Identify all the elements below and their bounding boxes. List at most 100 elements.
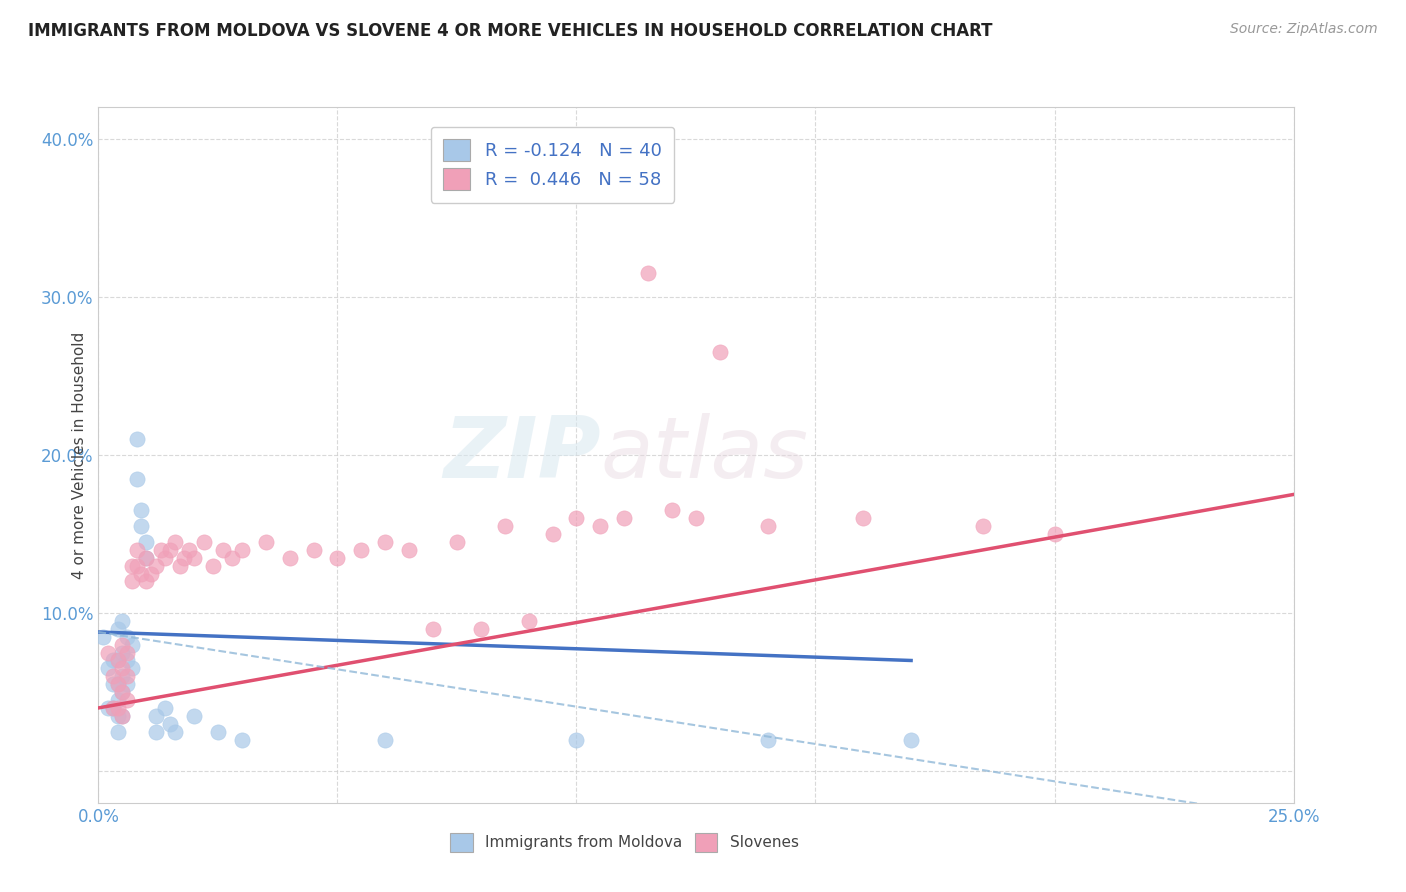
Point xyxy=(111,661,134,675)
Legend: Immigrants from Moldova, Slovenes: Immigrants from Moldova, Slovenes xyxy=(444,827,804,858)
Point xyxy=(135,574,157,589)
Point xyxy=(115,693,138,707)
Point xyxy=(398,542,420,557)
Point xyxy=(350,542,373,557)
Point xyxy=(111,708,134,723)
Point xyxy=(101,677,124,691)
Point xyxy=(107,677,129,691)
Point xyxy=(637,266,659,280)
Point xyxy=(97,646,120,660)
Point xyxy=(163,534,186,549)
Point xyxy=(661,503,683,517)
Point xyxy=(374,732,396,747)
Point xyxy=(149,542,172,557)
Point xyxy=(135,534,157,549)
Point xyxy=(470,622,492,636)
Point xyxy=(115,677,138,691)
Point xyxy=(613,511,636,525)
Point xyxy=(115,653,138,667)
Point xyxy=(107,701,129,715)
Point xyxy=(852,511,875,525)
Point xyxy=(115,630,138,644)
Point xyxy=(211,542,233,557)
Point xyxy=(107,677,129,691)
Point xyxy=(121,661,143,675)
Point xyxy=(589,519,612,533)
Point xyxy=(231,542,253,557)
Point xyxy=(107,653,129,667)
Point xyxy=(254,534,277,549)
Point xyxy=(183,708,205,723)
Point xyxy=(221,550,243,565)
Point xyxy=(131,519,153,533)
Point xyxy=(91,630,114,644)
Point xyxy=(207,724,229,739)
Point xyxy=(231,732,253,747)
Point xyxy=(145,558,167,573)
Point xyxy=(125,472,148,486)
Point xyxy=(131,503,153,517)
Point xyxy=(446,534,468,549)
Point xyxy=(494,519,516,533)
Point xyxy=(756,732,779,747)
Text: ZIP: ZIP xyxy=(443,413,600,497)
Point xyxy=(155,701,177,715)
Point xyxy=(135,550,157,565)
Point xyxy=(125,432,148,446)
Point xyxy=(111,708,134,723)
Point xyxy=(159,542,181,557)
Point xyxy=(326,550,349,565)
Point xyxy=(1043,527,1066,541)
Point xyxy=(111,685,134,699)
Point xyxy=(97,701,120,715)
Point xyxy=(145,708,167,723)
Point xyxy=(107,622,129,636)
Point xyxy=(565,511,588,525)
Point xyxy=(541,527,564,541)
Point xyxy=(125,558,148,573)
Point xyxy=(685,511,707,525)
Point xyxy=(278,550,301,565)
Point xyxy=(139,566,162,581)
Point xyxy=(121,638,143,652)
Point xyxy=(115,669,138,683)
Point xyxy=(173,550,195,565)
Point xyxy=(302,542,325,557)
Point xyxy=(131,566,153,581)
Point xyxy=(155,550,177,565)
Point xyxy=(101,653,124,667)
Point xyxy=(183,550,205,565)
Text: atlas: atlas xyxy=(600,413,808,497)
Point xyxy=(111,646,134,660)
Point xyxy=(193,534,215,549)
Point xyxy=(101,701,124,715)
Text: IMMIGRANTS FROM MOLDOVA VS SLOVENE 4 OR MORE VEHICLES IN HOUSEHOLD CORRELATION C: IMMIGRANTS FROM MOLDOVA VS SLOVENE 4 OR … xyxy=(28,22,993,40)
Point xyxy=(111,638,134,652)
Point xyxy=(111,614,134,628)
Point xyxy=(107,653,129,667)
Point xyxy=(709,345,731,359)
Point xyxy=(107,708,129,723)
Point xyxy=(169,558,191,573)
Point xyxy=(121,574,143,589)
Point xyxy=(101,701,124,715)
Point xyxy=(159,716,181,731)
Point xyxy=(900,732,922,747)
Point xyxy=(111,669,134,683)
Point xyxy=(756,519,779,533)
Point xyxy=(107,693,129,707)
Point xyxy=(125,542,148,557)
Point xyxy=(972,519,994,533)
Point xyxy=(101,669,124,683)
Point xyxy=(135,550,157,565)
Point xyxy=(111,685,134,699)
Point xyxy=(115,646,138,660)
Point xyxy=(121,558,143,573)
Point xyxy=(145,724,167,739)
Text: Source: ZipAtlas.com: Source: ZipAtlas.com xyxy=(1230,22,1378,37)
Point xyxy=(202,558,225,573)
Point xyxy=(565,732,588,747)
Point xyxy=(163,724,186,739)
Point xyxy=(97,661,120,675)
Point xyxy=(107,724,129,739)
